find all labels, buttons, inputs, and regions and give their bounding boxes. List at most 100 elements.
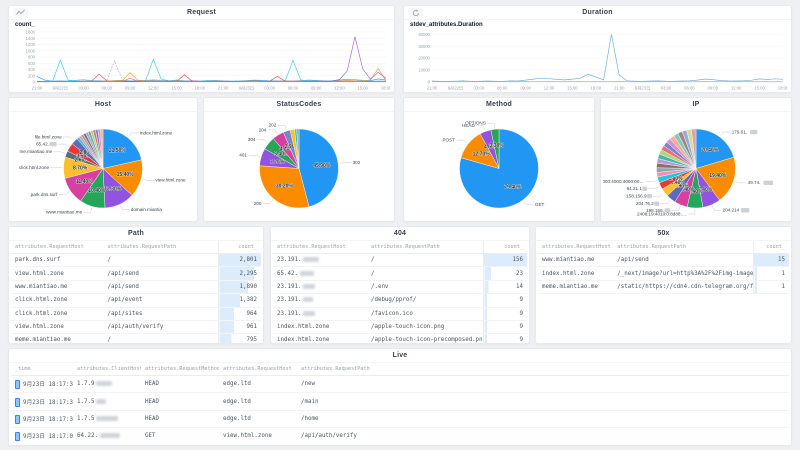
column-header[interactable]: _time [11, 363, 73, 376]
table-cell: /static/https://cdn4.cdn-telegram.org/fi… [613, 280, 754, 295]
panel-header-method: Method [404, 98, 594, 112]
host-pie-chart[interactable]: 21.50% index.html.zone 15.40% view.html.zon… [11, 113, 195, 220]
method-pie-chart[interactable]: 79.40% GET 12.70% POST 4.60% HEAD 3.30% OPTIONS [406, 113, 592, 220]
table-cell: / [366, 266, 484, 281]
log-entry-icon[interactable] [15, 414, 20, 424]
table-cell: 23 [483, 266, 527, 281]
svg-text:49.74.: 49.74. [748, 180, 761, 185]
redacted-text [303, 283, 316, 289]
panel-duration: Duration stdev_attributes.Duration 40000… [403, 5, 792, 93]
panel-header-404: 404 [271, 227, 529, 241]
svg-text:202: 202 [269, 123, 277, 128]
table-row[interactable]: 9月23日 18:17:32 1.7.9 HEAD edge.ltd/new [11, 375, 789, 394]
svg-text:2.80%: 2.80% [79, 150, 94, 156]
svg-text:12.70%: 12.70% [473, 152, 491, 158]
table-cell: view.html.zone [11, 266, 104, 281]
log-entry-icon[interactable] [15, 380, 20, 390]
panel-header-live: Live [9, 349, 791, 363]
panel-live: Live _time attributes.ClientHost attribute… [8, 348, 792, 446]
table-cell: 23.191. [273, 293, 367, 308]
svg-text:index.html.zone: index.html.zone [140, 130, 173, 135]
table-row: click.html.zone/api/sites 964 [11, 307, 261, 321]
column-header[interactable]: attributes.RequestPath [297, 363, 789, 376]
table-cell: 9月23日 18:17:32 [11, 375, 73, 394]
svg-text:3.50%: 3.50% [77, 154, 92, 160]
table-cell: / [103, 333, 219, 343]
table-cell: www.miantiao.me [11, 280, 104, 295]
svg-text:1600: 1600 [26, 30, 36, 35]
column-header[interactable]: attributes.RequestPath [613, 241, 754, 254]
svg-text:1400: 1400 [26, 36, 36, 41]
svg-text:18:00: 18:00 [778, 86, 787, 91]
table-cell: click.html.zone [11, 307, 104, 321]
svg-text:18:00: 18:00 [195, 86, 206, 91]
refresh-icon[interactable] [408, 8, 423, 17]
table-cell: / [297, 445, 789, 446]
column-header[interactable]: count_ [218, 241, 261, 254]
table-cell: 9月23日 18:17:32 [11, 410, 73, 429]
panel-title: 404 [393, 230, 407, 237]
table-row[interactable]: 9月23日 18:17:32 1.7.5 HEAD edge.ltd/home [11, 410, 789, 429]
svg-text:www.miantiao.me: www.miantiao.me [46, 210, 82, 215]
column-header[interactable]: attributes.RequestPath [103, 241, 219, 254]
svg-text:15:00: 15:00 [171, 86, 182, 91]
table-row: www.miantiao.me/api/send 15 [538, 253, 789, 268]
column-header[interactable]: attributes.RequestHost [273, 241, 367, 254]
redacted-text [303, 310, 316, 316]
table-cell: edge.ltd [219, 410, 297, 429]
svg-text:18:00: 18:00 [381, 86, 390, 91]
table-cell: index.html.zone [273, 320, 367, 335]
svg-text:2.90%: 2.90% [285, 144, 300, 150]
panel-404: 404 attributes.RequestHost attributes.Req… [270, 226, 530, 344]
log-entry-icon[interactable] [15, 432, 20, 442]
table-cell: park.dns.surf [11, 253, 104, 268]
column-header[interactable]: attributes.RequestHost [219, 363, 297, 376]
svg-text:3.90%: 3.90% [674, 184, 689, 190]
svg-text:2.80%: 2.80% [668, 176, 683, 182]
column-header[interactable]: count_ [483, 241, 527, 254]
svg-text:0: 0 [33, 80, 36, 85]
ip-pie-chart[interactable]: 20.40% 179.61. 19.40% 49.74. 7.40% 204.214 6.4… [603, 113, 789, 220]
log-entry-icon[interactable] [15, 397, 20, 407]
50x-table: attributes.RequestHost attributes.Request… [536, 241, 791, 295]
table-cell: /home [297, 410, 789, 429]
table-row: park.dns.surf/2,801 [11, 253, 261, 268]
column-header[interactable]: attributes.RequestMethod [141, 363, 219, 376]
line-chart-icon[interactable] [13, 8, 28, 17]
table-cell: click.html.zone [11, 293, 104, 308]
panel-path: Path attributes.RequestHost attributes.Re… [8, 226, 264, 344]
redacted-text [99, 433, 120, 439]
svg-text:600: 600 [28, 61, 36, 66]
table-cell: / [366, 253, 484, 268]
svg-text:2.60%: 2.60% [75, 158, 90, 164]
table-cell: /apple-touch-icon.png [366, 320, 484, 335]
svg-text:4.60%: 4.60% [484, 144, 499, 150]
table-cell: 23.191. [273, 307, 367, 321]
table-cell: 1 [753, 280, 789, 295]
svg-text:03:00: 03:00 [661, 86, 672, 91]
column-header[interactable]: attributes.RequestPath [366, 241, 484, 254]
table-cell: 9月23日 18:17:08 [11, 427, 73, 445]
table-row[interactable]: 9月23日 18:16:1849.74.GETpark.dns.surf/ [11, 445, 789, 446]
svg-text:12.30%: 12.30% [104, 187, 122, 193]
table-cell: 14 [483, 280, 527, 295]
column-header[interactable]: count_ [753, 241, 789, 254]
table-cell: /debug/pprof/ [366, 293, 484, 308]
column-header[interactable]: attributes.RequestHost [538, 241, 614, 254]
panel-header-statuscodes: StatusCodes [204, 98, 394, 112]
column-header[interactable]: attributes.RequestHost [11, 241, 104, 254]
table-cell: 2,801 [218, 253, 261, 268]
table-row[interactable]: 9月23日 18:17:08 64.22. GET view.html.zone/ap… [11, 427, 789, 445]
panel-title: 50x [657, 230, 670, 237]
table-cell: view.html.zone [219, 427, 297, 445]
panel-statuscodes: StatusCodes 45.90% 302 30.20% 200 7.20% 401 5.… [203, 97, 395, 222]
table-row[interactable]: 9月23日 18:17:32 1.7.5 HEAD edge.ltd/main [11, 392, 789, 411]
svg-text:30.20%: 30.20% [276, 184, 294, 190]
table-cell: 64.22. [73, 427, 141, 445]
table-cell: edge.ltd [219, 392, 297, 411]
table-cell: meme.miantiao.me [538, 280, 614, 295]
column-header[interactable]: attributes.ClientHost [73, 363, 141, 376]
